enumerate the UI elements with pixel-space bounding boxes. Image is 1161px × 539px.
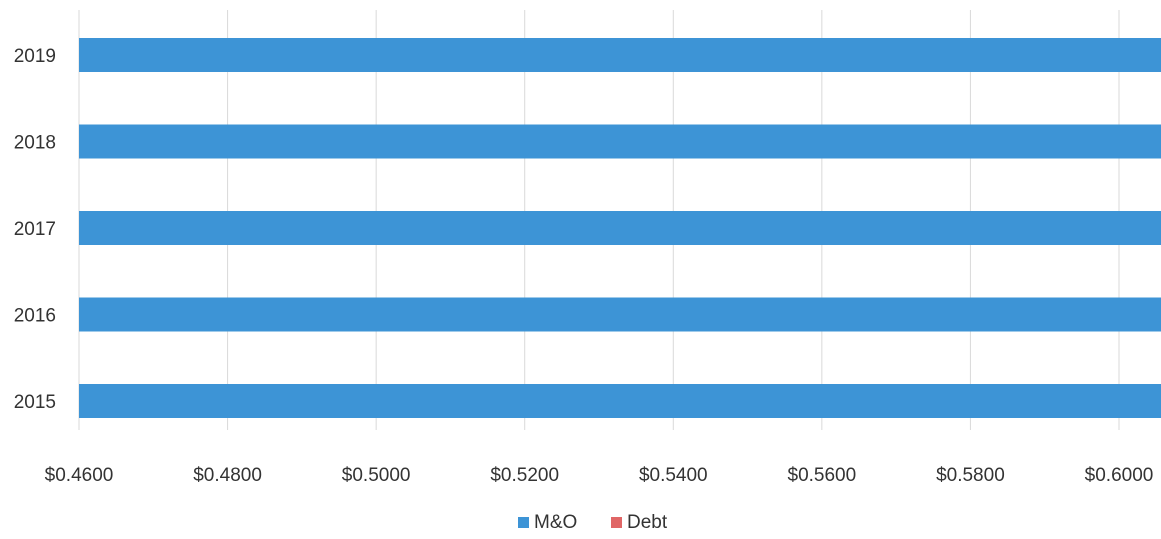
legend: M&O Debt — [518, 512, 668, 533]
legend-label-mo: M&O — [534, 512, 577, 533]
legend-swatch-debt — [611, 517, 622, 528]
x-tick-label: $0.5400 — [639, 465, 708, 486]
legend-label-debt: Debt — [627, 512, 668, 533]
x-tick-label: $0.4800 — [193, 465, 262, 486]
bar-mo — [79, 297, 1161, 332]
bars — [79, 38, 1161, 418]
bar-mo — [79, 38, 1161, 72]
bar-mo — [79, 211, 1161, 245]
category-label: 2018 — [14, 133, 56, 154]
x-tick-label: $0.5200 — [490, 465, 559, 486]
category-label: 2016 — [14, 306, 56, 327]
category-label: 2019 — [14, 46, 56, 67]
category-labels: 2019 2018 2017 2016 2015 — [14, 46, 56, 413]
x-tick-label: $0.6000 — [1085, 465, 1154, 486]
x-tick-label: $0.5600 — [788, 465, 857, 486]
bar-mo — [79, 124, 1161, 159]
x-tick-label: $0.5800 — [936, 465, 1005, 486]
legend-swatch-mo — [518, 517, 529, 528]
category-label: 2017 — [14, 219, 56, 240]
x-tick-label: $0.5000 — [342, 465, 411, 486]
x-tick-labels: $0.4600 $0.4800 $0.5000 $0.5200 $0.5400 $0.56… — [45, 465, 1154, 486]
bar-mo — [79, 384, 1161, 418]
category-label: 2015 — [14, 392, 56, 413]
x-tick-label: $0.4600 — [45, 465, 114, 486]
